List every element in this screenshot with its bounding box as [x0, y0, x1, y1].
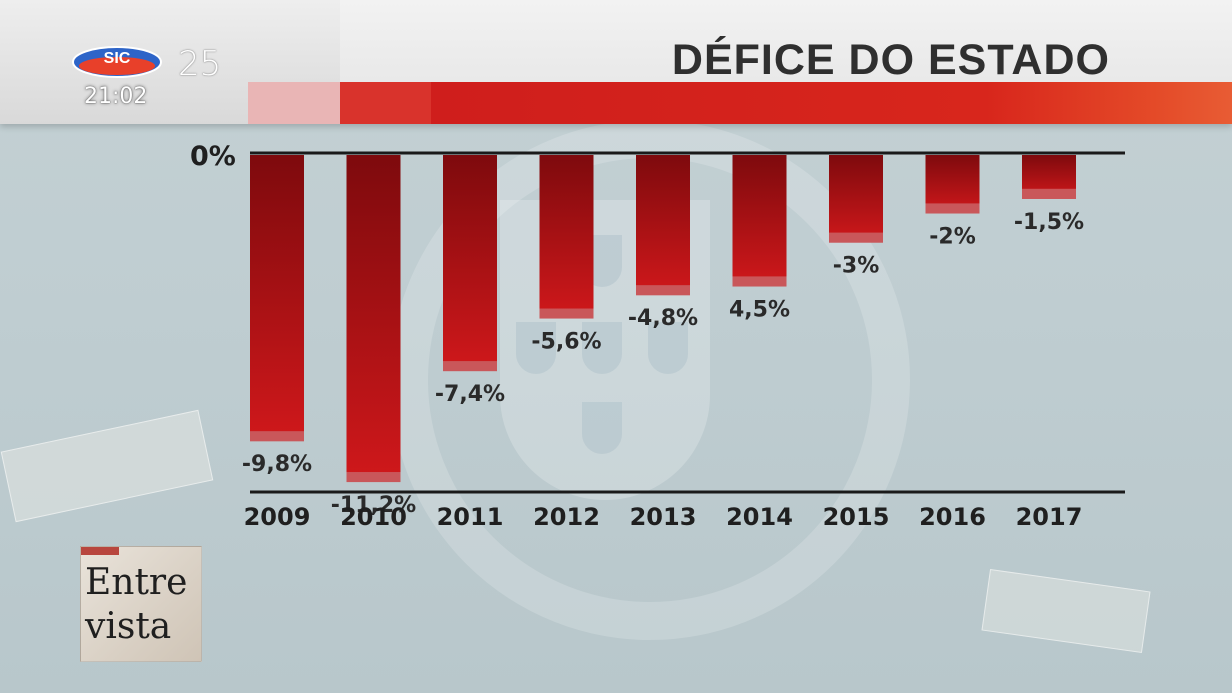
- bar-tip-2010: [346, 472, 401, 483]
- data-label-2013: -4,8%: [628, 306, 698, 331]
- x-tick-label-2015: 2015: [823, 503, 890, 531]
- background-quina: [516, 322, 556, 374]
- data-label-2017: -1,5%: [1014, 210, 1084, 235]
- data-label-2016: -2%: [929, 224, 975, 249]
- bar-tip-2013: [636, 285, 690, 296]
- x-tick-label-2011: 2011: [437, 503, 504, 531]
- program-logo: Entre vista: [80, 546, 202, 662]
- data-label-2015: -3%: [833, 254, 879, 279]
- bar-2009: [250, 155, 304, 442]
- x-tick-label-2014: 2014: [726, 503, 793, 531]
- program-logo-accent: [81, 547, 119, 555]
- background-quina: [648, 322, 688, 374]
- x-tick-label-2009: 2009: [244, 503, 311, 531]
- bar-2013: [636, 155, 690, 296]
- bar-tip-2012: [539, 308, 594, 319]
- header-accent-bar: [248, 82, 1232, 124]
- bar-2015: [829, 155, 883, 243]
- data-label-2014: 4,5%: [729, 297, 790, 322]
- chart-title: DÉFICE DO ESTADO: [671, 36, 1110, 84]
- data-label-2009: -9,8%: [242, 452, 312, 477]
- bar-2014: [732, 155, 787, 287]
- bar-tip-2009: [250, 431, 304, 442]
- bar-tip-2017: [1022, 188, 1076, 199]
- data-label-2011: -7,4%: [435, 382, 505, 407]
- data-label-2010: -11,2%: [331, 493, 416, 518]
- background-quina: [582, 322, 622, 374]
- x-tick-label-2013: 2013: [630, 503, 697, 531]
- x-tick-label-2012: 2012: [533, 503, 600, 531]
- bar-2010: [346, 155, 401, 483]
- program-logo-line1: Entre: [85, 562, 188, 603]
- header-bar: DÉFICE DO ESTADO: [0, 0, 1232, 124]
- anniversary-badge: 25: [178, 44, 222, 84]
- background-quina: [582, 402, 622, 454]
- zero-axis-label: 0%: [190, 141, 236, 172]
- x-tick-label-2010: 2010: [340, 503, 407, 531]
- bar-2011: [443, 155, 497, 372]
- x-tick-label-2016: 2016: [919, 503, 986, 531]
- channel-logo: SIC: [72, 46, 162, 78]
- data-label-2012: -5,6%: [531, 330, 601, 355]
- bar-tip-2011: [443, 361, 497, 372]
- x-tick-label-2017: 2017: [1016, 503, 1083, 531]
- channel-logo-text: SIC: [104, 50, 131, 67]
- program-logo-line2: vista: [85, 606, 172, 647]
- bar-2012: [539, 155, 594, 319]
- bar-tip-2015: [829, 232, 883, 243]
- bar-tip-2016: [925, 203, 980, 214]
- clock: 21:02: [84, 84, 148, 109]
- bar-tip-2014: [732, 276, 787, 287]
